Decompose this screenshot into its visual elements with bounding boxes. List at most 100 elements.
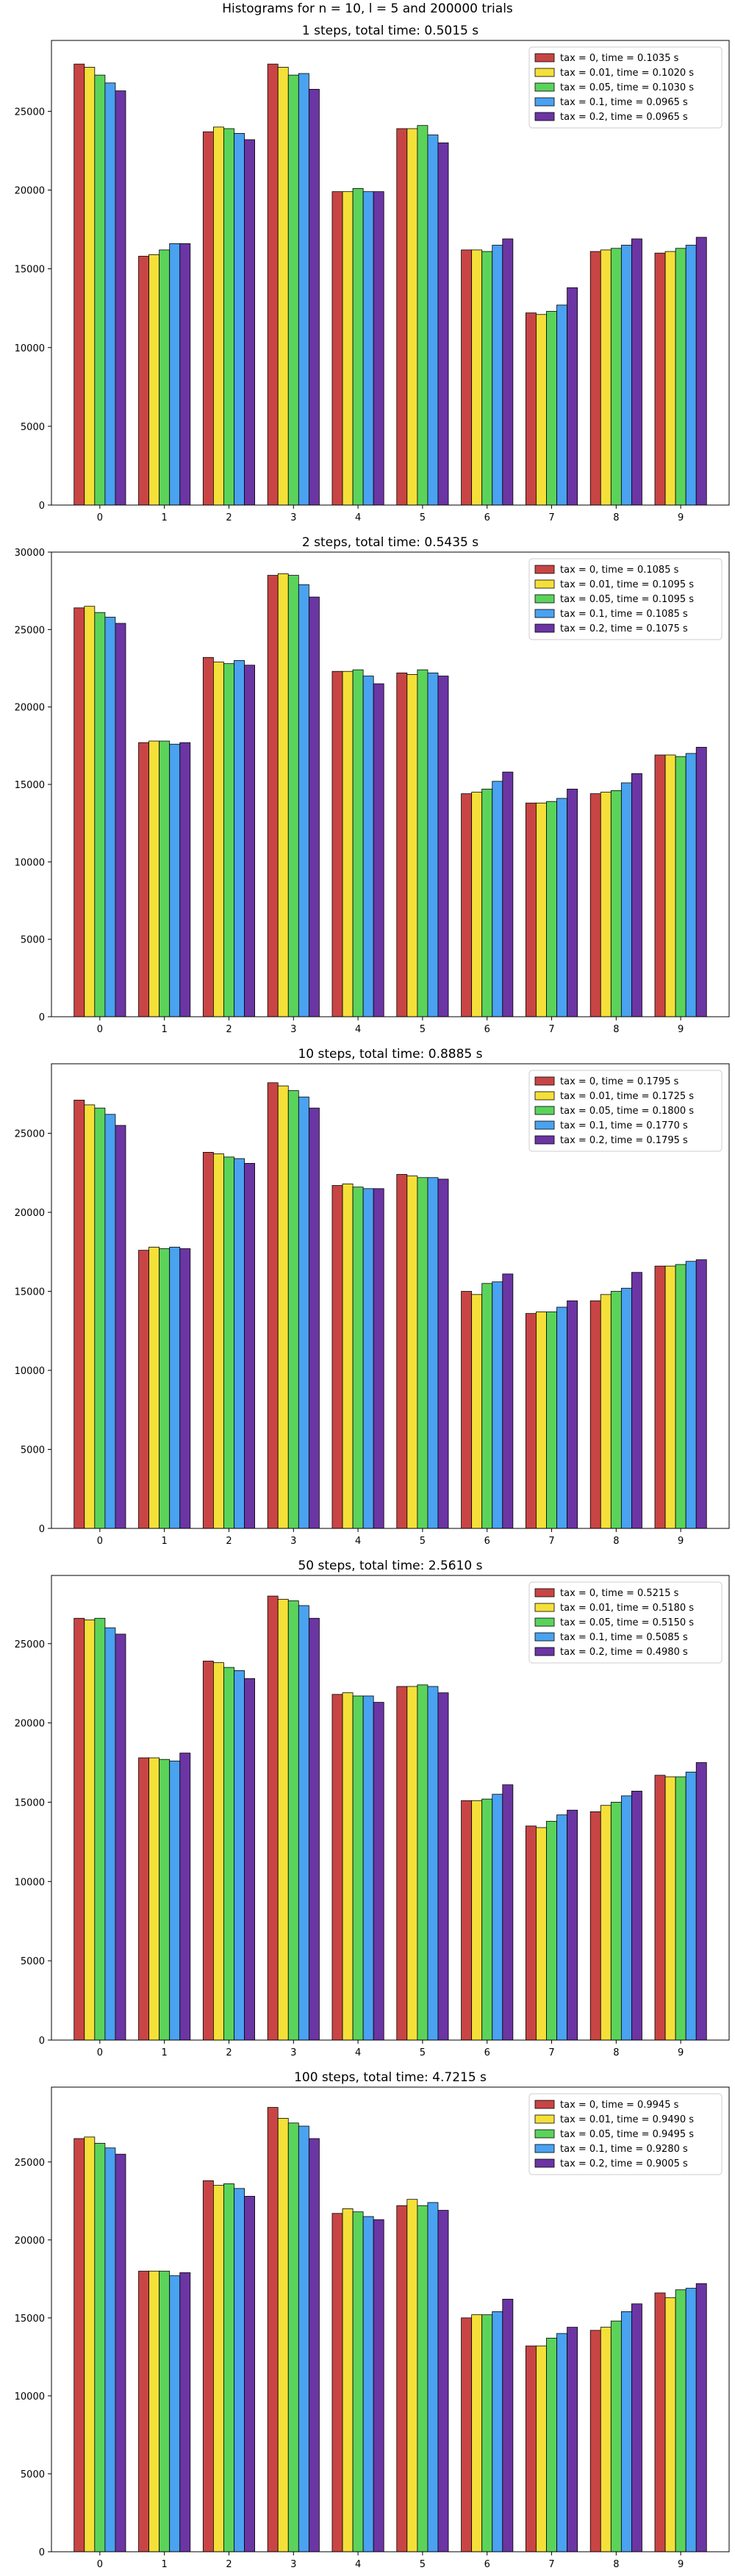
bar	[417, 125, 429, 506]
bar	[471, 792, 483, 1017]
x-tick-label: 0	[97, 512, 103, 523]
bar	[213, 2185, 224, 2552]
chart-title: 10 steps, total time: 0.8885 s	[298, 1047, 482, 1062]
x-tick-label: 7	[548, 1024, 554, 1035]
bar	[234, 1158, 245, 1529]
legend-swatch	[534, 579, 555, 589]
bar	[94, 1617, 106, 2041]
bar	[277, 573, 289, 1017]
bar	[138, 742, 149, 1017]
y-tick-label: 10000	[15, 1877, 45, 1888]
x-tick-label: 3	[290, 2559, 296, 2570]
legend-swatch	[534, 1076, 555, 1086]
legend-label: tax = 0.1, time = 0.9280 s	[560, 2144, 688, 2155]
y-tick-label: 5000	[21, 935, 45, 946]
bar	[427, 135, 439, 506]
bar	[234, 1670, 245, 2041]
bar	[589, 793, 601, 1017]
bar	[556, 1306, 567, 1529]
bar	[202, 131, 214, 506]
bar	[179, 1248, 191, 1529]
bar	[308, 1617, 320, 2041]
bar	[104, 1627, 116, 2041]
bar	[308, 596, 320, 1017]
legend-label: tax = 0.2, time = 0.9005 s	[560, 2158, 688, 2169]
bar	[695, 237, 707, 506]
bar	[169, 243, 181, 506]
bar	[526, 2345, 537, 2552]
bar	[396, 2205, 408, 2552]
legend-swatch	[534, 112, 555, 121]
bar	[148, 740, 160, 1017]
bar	[536, 1312, 547, 1529]
legend-swatch	[534, 1603, 555, 1612]
legend-frame	[528, 46, 723, 129]
legend-swatch	[534, 1632, 555, 1642]
bar	[138, 256, 149, 506]
y-tick-label: 10000	[15, 1366, 45, 1377]
bar	[84, 1104, 96, 1529]
bar	[331, 670, 343, 1017]
bar	[406, 2199, 418, 2552]
bar	[169, 1760, 181, 2041]
bar	[331, 1185, 343, 1529]
bar	[610, 248, 622, 506]
bar	[159, 2270, 171, 2552]
bar	[631, 1790, 642, 2041]
y-tick-label: 20000	[15, 186, 45, 197]
bar	[287, 1090, 299, 1529]
y-tick-label: 15000	[15, 265, 45, 276]
x-tick-label: 9	[678, 512, 684, 523]
legend-swatch	[534, 594, 555, 604]
bar	[298, 73, 309, 506]
bar	[84, 1619, 96, 2041]
bar	[427, 2202, 439, 2552]
bar	[695, 1762, 707, 2041]
bar	[406, 1176, 418, 1529]
bar	[74, 63, 85, 506]
bar	[277, 67, 289, 506]
legend-swatch	[534, 1091, 555, 1101]
bar	[471, 1294, 483, 1529]
legend-label: tax = 0.01, time = 0.1725 s	[560, 1091, 694, 1102]
y-tick-label: 20000	[15, 703, 45, 714]
bar	[84, 67, 96, 506]
legend: tax = 0, time = 0.5215 s tax = 0.01, time…	[528, 1581, 723, 1664]
y-tick-label: 20000	[15, 1719, 45, 1730]
x-tick-label: 4	[355, 2047, 361, 2058]
x-tick-label: 2	[226, 2047, 232, 2058]
bar	[267, 2107, 279, 2552]
y-tick-label: 20000	[15, 2236, 45, 2247]
bar	[223, 2183, 234, 2552]
bar	[169, 2275, 181, 2552]
bar	[620, 1795, 632, 2041]
bar	[308, 2138, 320, 2552]
bar	[654, 1775, 666, 2041]
legend-swatch	[534, 1106, 555, 1115]
bar	[631, 1272, 642, 1529]
bar	[685, 753, 697, 1017]
bar	[437, 2210, 449, 2552]
bar	[654, 2292, 666, 2552]
legend-label: tax = 0, time = 0.9945 s	[560, 2100, 679, 2111]
bar	[213, 1153, 224, 1529]
y-tick-label: 5000	[21, 2469, 45, 2480]
bar	[298, 2125, 309, 2552]
bar	[610, 790, 622, 1017]
x-tick-label: 6	[484, 2559, 490, 2570]
legend-label: tax = 0.1, time = 0.0965 s	[560, 97, 688, 108]
legend-swatch	[534, 1120, 555, 1130]
y-tick-label: 15000	[15, 2314, 45, 2325]
legend-swatch	[534, 97, 555, 107]
bar	[536, 802, 547, 1017]
bar	[695, 2283, 707, 2552]
bar	[481, 1798, 493, 2041]
legend-label: tax = 0.05, time = 0.1800 s	[560, 1106, 694, 1117]
x-tick-label: 1	[162, 1536, 168, 1547]
bar	[396, 128, 408, 506]
bar	[461, 793, 473, 1017]
chart-panel-3: 10 steps, total time: 0.8885 s 0 5000 10000…	[15, 1047, 730, 1547]
bar	[202, 1151, 214, 1529]
axes-frame	[51, 1575, 730, 2041]
legend-label: tax = 0, time = 0.1035 s	[560, 53, 679, 64]
